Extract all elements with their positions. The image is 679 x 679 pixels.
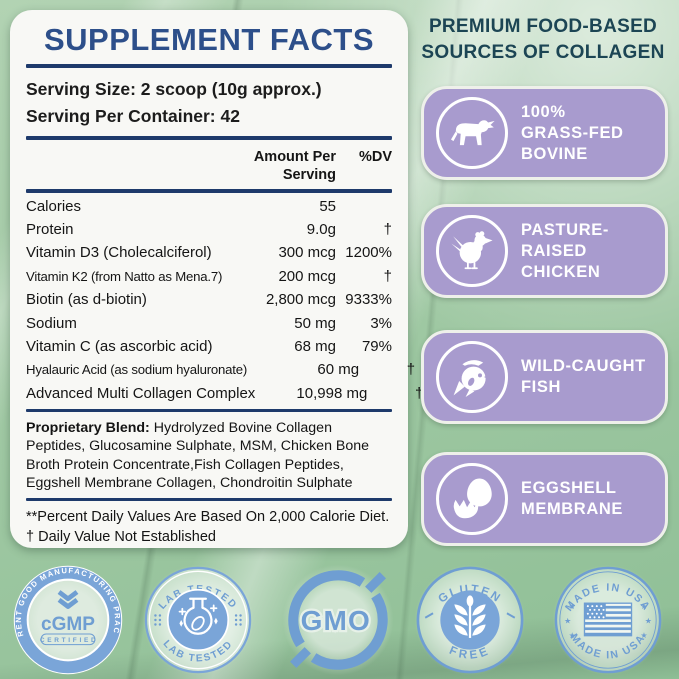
nutrient-table: Calories 55 Protein 9.0g † Vitamin D3 (C… <box>26 195 424 406</box>
footnotes: **Percent Daily Values Are Based On 2,00… <box>26 507 392 547</box>
source-pill-fish: WILD-CAUGHT FISH <box>421 330 668 424</box>
table-row: Biotin (as d-biotin) 2,800 mcg 9333% <box>26 291 392 309</box>
source-pill-chicken: PASTURE-RAISED CHICKEN <box>421 204 668 298</box>
svg-text:★: ★ <box>569 631 576 640</box>
panel-title: SUPPLEMENT FACTS <box>43 22 375 57</box>
cgmp-badge-icon: CURRENT GOOD MANUFACTURING PRACTICE cGMP… <box>12 564 123 675</box>
divider <box>26 136 392 140</box>
badge-made-in-usa: MADE IN USA MADE IN USA ★ ★ ★ ★ ★ ★ <box>552 564 664 676</box>
divider <box>26 189 392 193</box>
fish-icon <box>453 360 492 397</box>
table-row: Protein 9.0g † <box>26 221 392 239</box>
footnote-dagger: † Daily Value Not Established <box>26 528 216 545</box>
gmo-badge-icon: GMO <box>288 570 388 670</box>
table-row: Sodium 50 mg 3% <box>26 314 392 332</box>
divider <box>26 64 392 68</box>
gluten-free-badge-icon: GLUTEN FREE <box>416 566 524 674</box>
divider <box>26 409 392 413</box>
svg-text:★: ★ <box>645 616 652 625</box>
serving-size: Serving Size: 2 scoop (10g approx.) <box>26 79 322 99</box>
table-row: Vitamin D3 (Cholecalciferol) 300 mcg 120… <box>26 244 392 262</box>
column-dv: %DV <box>358 149 392 165</box>
proprietary-blend: Proprietary Blend: Hydrolyzed Bovine Col… <box>26 419 392 493</box>
sources-heading-line1: PREMIUM FOOD-BASED <box>428 16 658 37</box>
icon-ring <box>436 215 508 287</box>
column-amount-per-serving: Amount Per Serving <box>253 149 336 183</box>
badge-cgmp-certified: CURRENT GOOD MANUFACTURING PRACTICE cGMP… <box>12 564 124 676</box>
proprietary-blend-label: Proprietary Blend: <box>26 420 150 437</box>
proprietary-blend-text: Hydrolyzed Bovine Collagen Peptides, Glu… <box>26 420 370 492</box>
pill-label: 100% GRASS-FED BOVINE <box>521 102 624 163</box>
table-row: Calories 55 <box>26 197 336 215</box>
bovine-icon <box>451 120 495 146</box>
badge-gluten-free: GLUTEN FREE <box>414 564 526 676</box>
supplement-facts-panel: SUPPLEMENT FACTS Serving Size: 2 scoop (… <box>10 10 424 548</box>
icon-ring <box>436 97 508 169</box>
chicken-icon <box>451 231 493 270</box>
lab-tested-badge-icon: LAB TESTED LAB TESTED <box>144 566 252 674</box>
eggshell-icon <box>453 478 492 519</box>
made-in-usa-badge-icon: MADE IN USA MADE IN USA ★ ★ ★ ★ ★ ★ <box>554 566 662 674</box>
sources-heading-line2: SOURCES OF COLLAGEN <box>421 42 665 63</box>
svg-text:★: ★ <box>640 631 647 640</box>
icon-ring <box>436 341 508 413</box>
divider <box>26 497 392 501</box>
cgmp-sub-text: CERTIFIED <box>40 637 98 644</box>
svg-text:★: ★ <box>564 616 571 625</box>
badge-gmo-free: GMO <box>282 564 394 676</box>
servings-per-container: Serving Per Container: 42 <box>26 106 240 126</box>
icon-ring <box>436 463 508 535</box>
badge-lab-tested: LAB TESTED LAB TESTED <box>142 564 254 676</box>
sources-heading: PREMIUM FOOD-BASED SOURCES OF COLLAGEN <box>412 14 674 66</box>
table-row: Hyalauric Acid (as sodium hyaluronate) 6… <box>26 361 416 379</box>
svg-text:★: ★ <box>640 602 647 611</box>
pill-label: EGGSHELL MEMBRANE <box>521 479 623 518</box>
pill-label: WILD-CAUGHT FISH <box>521 357 646 396</box>
table-row: Advanced Multi Collagen Complex 10,998 m… <box>26 384 424 402</box>
table-header-spacer <box>26 148 224 184</box>
table-row: Vitamin K2 (from Natto as Mena.7) 200 mc… <box>26 267 392 285</box>
pill-label: PASTURE-RAISED CHICKEN <box>521 220 609 281</box>
svg-text:★: ★ <box>569 602 576 611</box>
source-pill-bovine: 100% GRASS-FED BOVINE <box>421 86 668 180</box>
footnote-percent-dv: **Percent Daily Values Are Based On 2,00… <box>26 508 390 525</box>
source-pill-eggshell: EGGSHELL MEMBRANE <box>421 452 668 546</box>
gmo-center-text: GMO <box>301 605 371 636</box>
table-row: Vitamin C (as ascorbic acid) 68 mg 79% <box>26 338 392 356</box>
cgmp-center-text: cGMP <box>41 614 95 635</box>
table-header: Amount Per Serving %DV <box>26 148 392 184</box>
serving-info: Serving Size: 2 scoop (10g approx.) Serv… <box>26 76 392 130</box>
